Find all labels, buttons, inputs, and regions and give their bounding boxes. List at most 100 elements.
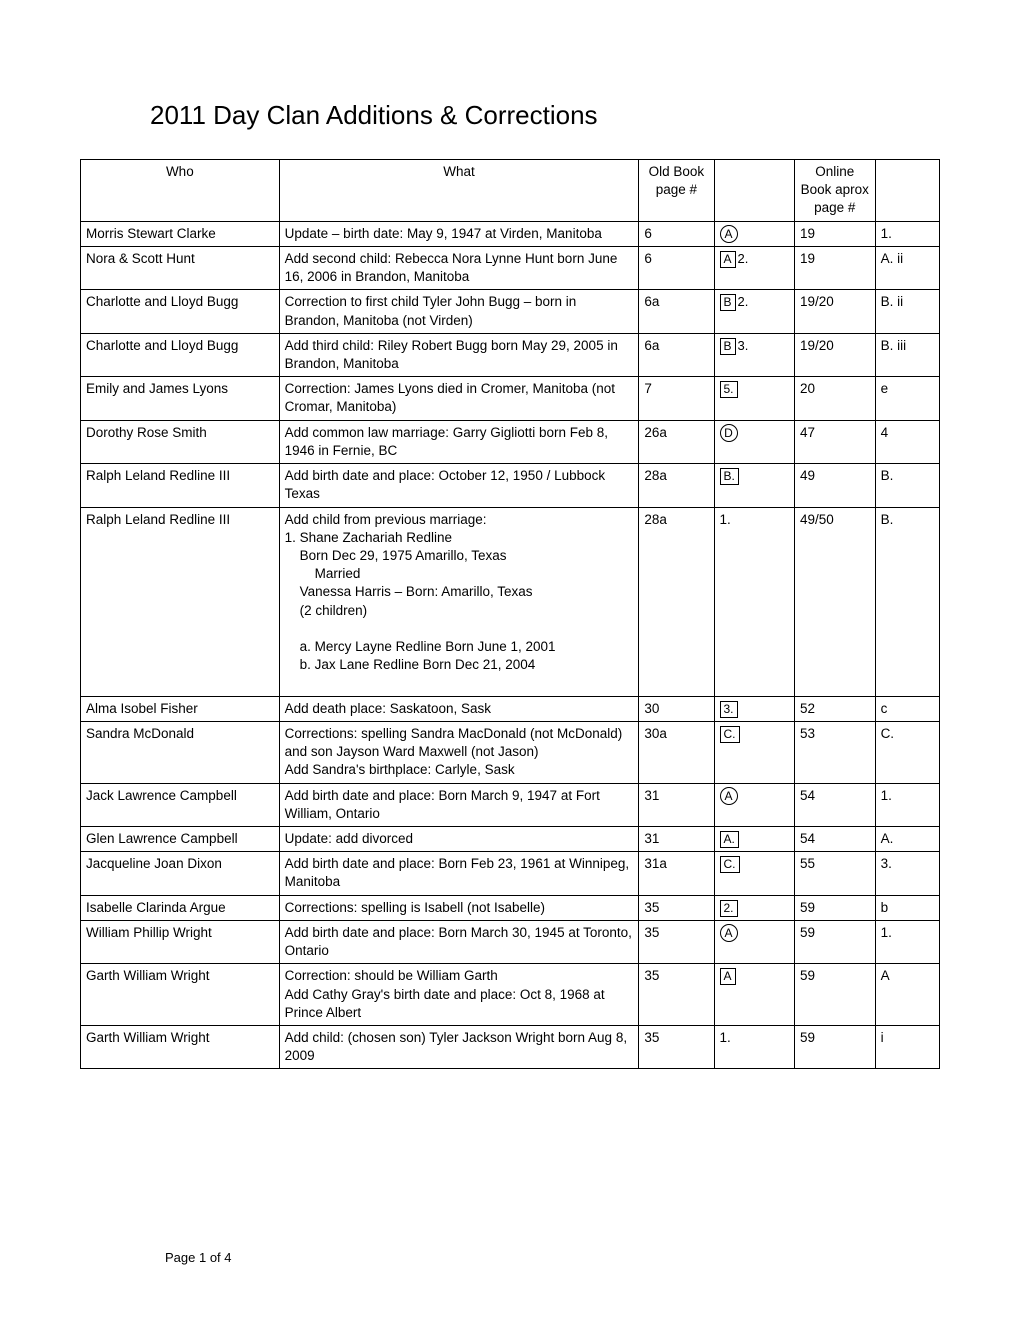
cell-who: Nora & Scott Hunt [81, 246, 280, 289]
table-row: Sandra McDonaldCorrections: spelling San… [81, 721, 940, 783]
table-row: Emily and James LyonsCorrection: James L… [81, 377, 940, 420]
cell-ref-online: 4 [875, 420, 939, 463]
cell-who: Jacqueline Joan Dixon [81, 852, 280, 895]
col-online: Online Book aprox page # [795, 160, 876, 222]
table-row: Ralph Leland Redline IIIAdd birth date a… [81, 464, 940, 507]
cell-online-page: 49 [795, 464, 876, 507]
cell-who: Charlotte and Lloyd Bugg [81, 333, 280, 376]
corrections-table: Who What Old Book page # Online Book apr… [80, 159, 940, 1069]
cell-what: Add second child: Rebecca Nora Lynne Hun… [279, 246, 639, 289]
cell-ref-online: b [875, 895, 939, 920]
page-footer: Page 1 of 4 [165, 1250, 232, 1265]
cell-online-page: 53 [795, 721, 876, 783]
cell-ref-old: A2. [714, 246, 795, 289]
cell-ref-old: A. [714, 827, 795, 852]
cell-ref-old: A [714, 783, 795, 826]
cell-old-page: 35 [639, 1025, 714, 1068]
cell-old-page: 6a [639, 290, 714, 333]
cell-what: Add birth date and place: Born March 30,… [279, 920, 639, 963]
cell-who: Glen Lawrence Campbell [81, 827, 280, 852]
cell-who: Alma Isobel Fisher [81, 696, 280, 721]
cell-old-page: 31a [639, 852, 714, 895]
cell-who: Ralph Leland Redline III [81, 507, 280, 696]
cell-what: Corrections: spelling is Isabell (not Is… [279, 895, 639, 920]
table-header-row: Who What Old Book page # Online Book apr… [81, 160, 940, 222]
cell-online-page: 52 [795, 696, 876, 721]
cell-online-page: 54 [795, 827, 876, 852]
cell-what: Add child: (chosen son) Tyler Jackson Wr… [279, 1025, 639, 1068]
col-oldbook: Old Book page # [639, 160, 714, 222]
cell-what: Update – birth date: May 9, 1947 at Vird… [279, 221, 639, 246]
cell-ref-online: i [875, 1025, 939, 1068]
cell-ref-old: A [714, 920, 795, 963]
col-who: Who [81, 160, 280, 222]
document-page: 2011 Day Clan Additions & Corrections Wh… [0, 0, 1020, 1320]
cell-online-page: 19 [795, 221, 876, 246]
cell-what: Add birth date and place: October 12, 19… [279, 464, 639, 507]
cell-who: Dorothy Rose Smith [81, 420, 280, 463]
cell-who: William Phillip Wright [81, 920, 280, 963]
cell-ref-online: 1. [875, 783, 939, 826]
table-row: Ralph Leland Redline IIIAdd child from p… [81, 507, 940, 696]
cell-ref-old: B2. [714, 290, 795, 333]
cell-ref-online: B. [875, 507, 939, 696]
cell-what: Add birth date and place: Born Feb 23, 1… [279, 852, 639, 895]
cell-who: Charlotte and Lloyd Bugg [81, 290, 280, 333]
cell-ref-old: 3. [714, 696, 795, 721]
cell-who: Ralph Leland Redline III [81, 464, 280, 507]
cell-what: Correction: should be William GarthAdd C… [279, 964, 639, 1026]
table-row: Jack Lawrence CampbellAdd birth date and… [81, 783, 940, 826]
cell-ref-online: A. ii [875, 246, 939, 289]
cell-old-page: 6 [639, 246, 714, 289]
cell-old-page: 28a [639, 464, 714, 507]
cell-ref-old: D [714, 420, 795, 463]
table-row: Morris Stewart ClarkeUpdate – birth date… [81, 221, 940, 246]
cell-ref-online: A. [875, 827, 939, 852]
cell-who: Sandra McDonald [81, 721, 280, 783]
cell-ref-online: 1. [875, 221, 939, 246]
cell-ref-online: B. [875, 464, 939, 507]
cell-old-page: 35 [639, 895, 714, 920]
cell-who: Morris Stewart Clarke [81, 221, 280, 246]
cell-ref-online: C. [875, 721, 939, 783]
cell-ref-old: B. [714, 464, 795, 507]
col-ref1 [714, 160, 795, 222]
cell-ref-online: A [875, 964, 939, 1026]
table-row: Dorothy Rose SmithAdd common law marriag… [81, 420, 940, 463]
col-ref2 [875, 160, 939, 222]
table-row: Charlotte and Lloyd BuggAdd third child:… [81, 333, 940, 376]
cell-online-page: 59 [795, 920, 876, 963]
cell-ref-old: 1. [714, 1025, 795, 1068]
cell-old-page: 28a [639, 507, 714, 696]
table-row: Charlotte and Lloyd BuggCorrection to fi… [81, 290, 940, 333]
cell-ref-online: 3. [875, 852, 939, 895]
cell-online-page: 59 [795, 964, 876, 1026]
cell-old-page: 7 [639, 377, 714, 420]
cell-online-page: 19/20 [795, 290, 876, 333]
cell-what: Add death place: Saskatoon, Sask [279, 696, 639, 721]
page-title: 2011 Day Clan Additions & Corrections [150, 100, 940, 131]
cell-what: Corrections: spelling Sandra MacDonald (… [279, 721, 639, 783]
cell-what: Correction to first child Tyler John Bug… [279, 290, 639, 333]
cell-who: Garth William Wright [81, 964, 280, 1026]
cell-online-page: 19/20 [795, 333, 876, 376]
cell-ref-old: B3. [714, 333, 795, 376]
cell-ref-old: 2. [714, 895, 795, 920]
cell-what: Add third child: Riley Robert Bugg born … [279, 333, 639, 376]
cell-who: Isabelle Clarinda Argue [81, 895, 280, 920]
table-row: Jacqueline Joan DixonAdd birth date and … [81, 852, 940, 895]
cell-ref-old: 1. [714, 507, 795, 696]
cell-what: Update: add divorced [279, 827, 639, 852]
cell-old-page: 30a [639, 721, 714, 783]
cell-online-page: 19 [795, 246, 876, 289]
cell-ref-old: A [714, 964, 795, 1026]
cell-online-page: 20 [795, 377, 876, 420]
cell-online-page: 47 [795, 420, 876, 463]
table-row: Alma Isobel FisherAdd death place: Saska… [81, 696, 940, 721]
table-row: Garth William WrightAdd child: (chosen s… [81, 1025, 940, 1068]
cell-ref-online: B. ii [875, 290, 939, 333]
cell-online-page: 59 [795, 895, 876, 920]
cell-ref-old: C. [714, 721, 795, 783]
cell-ref-old: C. [714, 852, 795, 895]
cell-who: Garth William Wright [81, 1025, 280, 1068]
